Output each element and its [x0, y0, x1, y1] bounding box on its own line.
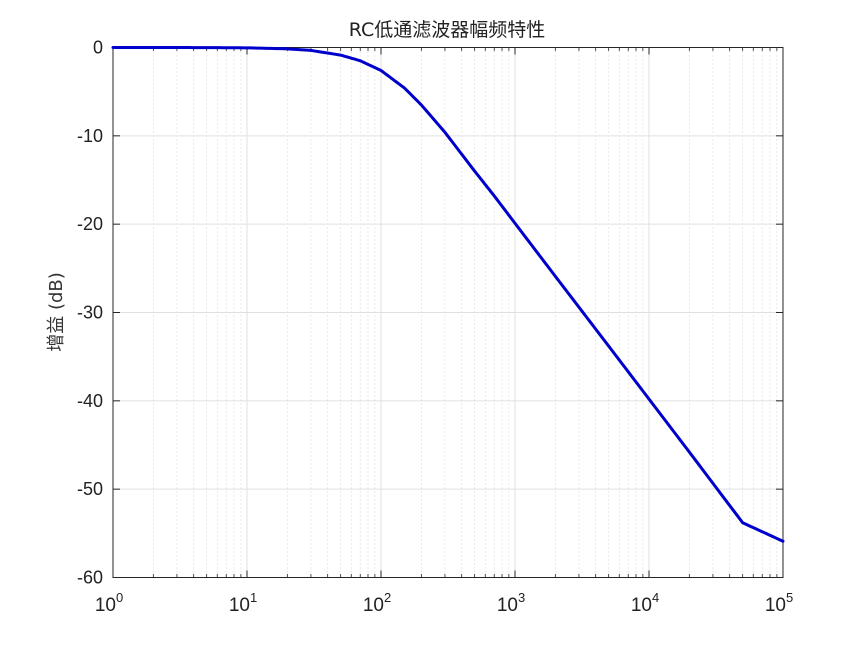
grid: [112, 47, 784, 578]
x-tick-exponent: 4: [652, 590, 659, 605]
y-tick-label: 0: [93, 38, 103, 58]
x-tick-base: 10: [229, 595, 250, 616]
x-tick-exponent: 3: [518, 590, 525, 605]
x-tick-label: 104: [631, 590, 659, 616]
x-tick-base: 10: [765, 595, 786, 616]
series-layer: [111, 46, 785, 543]
x-tick-base: 10: [95, 595, 116, 616]
x-tick-base: 10: [363, 595, 384, 616]
y-tick-label: -50: [77, 479, 103, 499]
x-tick-label: 105: [765, 590, 793, 616]
chart-title: RC低通滤波器幅频特性: [349, 19, 546, 41]
x-tick-exponent: 2: [384, 590, 391, 605]
y-tick-label: -20: [77, 214, 103, 234]
x-tick-base: 10: [497, 595, 518, 616]
x-tick-exponent: 0: [116, 590, 123, 605]
series-line: [111, 46, 785, 543]
x-tick-exponent: 5: [786, 590, 793, 605]
x-tick-label: 100: [95, 590, 123, 616]
x-tick-label: 102: [363, 590, 391, 616]
y-tick-label: -10: [77, 126, 103, 146]
y-axis-label: 增益 (dB): [46, 272, 67, 352]
y-tick-label: -40: [77, 391, 103, 411]
y-tick-label: -30: [77, 303, 103, 323]
x-tick-label: 101: [229, 590, 257, 616]
x-tick-exponent: 1: [250, 590, 257, 605]
x-tick-base: 10: [631, 595, 652, 616]
x-tick-label: 103: [497, 590, 525, 616]
y-tick-label: -60: [77, 568, 103, 588]
